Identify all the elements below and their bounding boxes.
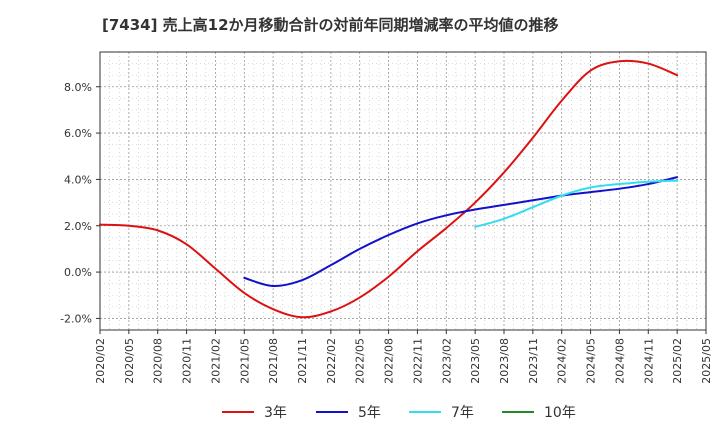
x-tick-label: 2021/02 xyxy=(209,338,222,384)
x-tick-label: 2025/05 xyxy=(700,338,713,384)
x-tick-label: 2020/11 xyxy=(181,338,194,384)
x-tick-label: 2024/11 xyxy=(642,338,655,384)
y-tick-label: 4.0% xyxy=(64,173,92,186)
x-tick-label: 2024/02 xyxy=(556,338,569,384)
legend-label-3年: 3年 xyxy=(264,405,287,421)
x-tick-label: 2021/05 xyxy=(238,338,251,384)
plot-border xyxy=(99,51,707,331)
y-tick-label: -2.0% xyxy=(60,312,92,325)
x-tick-label: 2022/08 xyxy=(383,338,396,384)
series-line-3年 xyxy=(99,59,679,319)
x-tick-label: 2020/02 xyxy=(94,338,107,384)
y-tick-label: 8.0% xyxy=(64,81,92,94)
legend-label-5年: 5年 xyxy=(358,405,381,421)
plot-area xyxy=(100,52,706,330)
x-tick-label: 2025/02 xyxy=(671,338,684,384)
legend-label-7年: 7年 xyxy=(451,405,474,421)
x-tick-label: 2020/08 xyxy=(152,338,165,384)
x-tick-label: 2021/11 xyxy=(296,338,309,384)
x-tick-label: 2023/02 xyxy=(440,338,453,384)
x-tick-label: 2022/05 xyxy=(354,338,367,384)
y-tick-label: 2.0% xyxy=(64,220,92,233)
series-line-7年 xyxy=(474,179,679,228)
x-tick-label: 2022/02 xyxy=(325,338,338,384)
legend-label-10年: 10年 xyxy=(544,405,576,421)
x-tick-label: 2021/08 xyxy=(267,338,280,384)
y-tick-label: 0.0% xyxy=(64,266,92,279)
x-tick-label: 2024/08 xyxy=(613,338,626,384)
x-tick-label: 2023/08 xyxy=(498,338,511,384)
series-line-5年 xyxy=(243,176,679,287)
x-tick-label: 2023/05 xyxy=(469,338,482,384)
x-tick-label: 2024/05 xyxy=(585,338,598,384)
x-tick-label: 2022/11 xyxy=(411,338,424,384)
y-tick-label: 6.0% xyxy=(64,127,92,140)
chart-title: [7434] 売上高12か月移動合計の対前年同期増減率の平均値の推移 xyxy=(102,16,559,34)
x-tick-label: 2020/05 xyxy=(123,338,136,384)
x-tick-label: 2023/11 xyxy=(527,338,540,384)
